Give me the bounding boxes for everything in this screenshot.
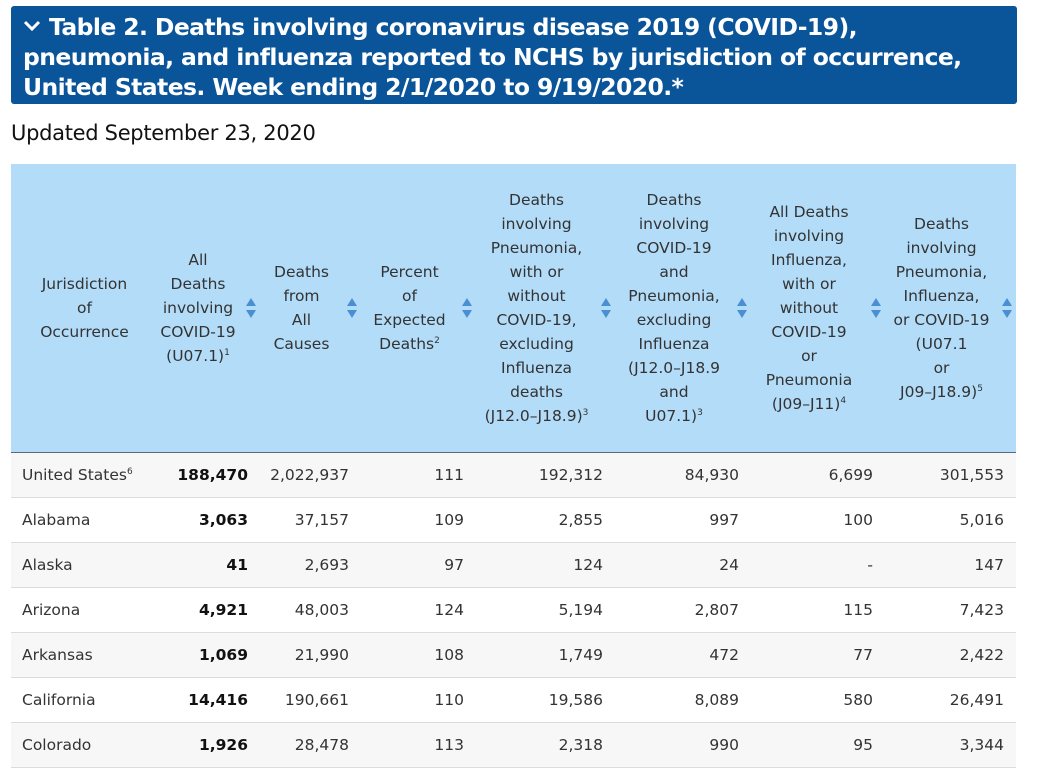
table-cell: 2,318: [558, 735, 603, 754]
table-cell: 3,344: [959, 735, 1004, 754]
table-cell: 6,699: [828, 465, 873, 484]
sort-icon[interactable]: [736, 297, 748, 319]
sort-icon[interactable]: [1001, 297, 1013, 319]
table-cell: 84,930: [684, 465, 739, 484]
table-cell: 1,069: [198, 645, 248, 664]
table-row: Arkansas 1,069 21,990 108 1,749 472 77 2,422: [11, 632, 1016, 677]
sort-icon[interactable]: [346, 297, 358, 319]
table-row: United States6 188,470 2,022,937 111 192,312…: [11, 452, 1016, 497]
sort-icon[interactable]: [600, 297, 612, 319]
column-header[interactable]: Deaths involving Pneumonia, Influenza, or CO…: [885, 164, 1016, 453]
table-cell: 8,089: [694, 690, 739, 709]
column-header[interactable]: Deaths involving COVID-19 and Pneumonia, exc…: [615, 164, 751, 453]
table-cell: 24: [719, 555, 739, 574]
table-cell: 110: [434, 690, 464, 709]
table-cell: 19,586: [548, 690, 603, 709]
sort-icon[interactable]: [245, 297, 257, 319]
table-cell: 147: [974, 555, 1004, 574]
jurisdiction-cell: Alabama: [22, 510, 91, 529]
jurisdiction-cell: Colorado: [22, 735, 92, 754]
table-cell: 111: [434, 465, 464, 484]
header-row: Jurisdiction of Occurrence All Deaths involvi…: [11, 164, 1016, 453]
jurisdiction-cell: Arkansas: [22, 645, 93, 664]
table-cell: 192,312: [538, 465, 603, 484]
column-header-label: Deaths involving COVID-19 and Pneumonia, exc…: [628, 190, 720, 425]
table-cell: 997: [709, 510, 739, 529]
table-cell: 95: [853, 735, 873, 754]
table-cell: 3,063: [198, 510, 248, 529]
table-cell: 113: [434, 735, 464, 754]
table-cell: 108: [434, 645, 464, 664]
jurisdiction-cell: California: [22, 690, 96, 709]
sort-icon[interactable]: [870, 297, 882, 319]
column-header[interactable]: All Deaths involving COVID-19 (U07.1)1: [154, 164, 260, 453]
table-cell: 1,749: [558, 645, 603, 664]
column-header[interactable]: Jurisdiction of Occurrence: [11, 164, 154, 453]
table-row: Colorado 1,926 28,478 113 2,318 990 95 3,344: [11, 722, 1016, 767]
jurisdiction-cell: Alaska: [22, 555, 73, 574]
jurisdiction-cell: United States6: [22, 465, 133, 484]
column-header-label: Deaths involving Pneumonia, Influenza, or CO…: [893, 214, 990, 401]
table-title-banner[interactable]: Table 2. Deaths involving coronavirus di…: [11, 6, 1017, 104]
table-cell: -: [867, 555, 873, 574]
column-header[interactable]: All Deaths involving Influenza, with or with…: [751, 164, 885, 453]
table-cell: 190,661: [284, 690, 349, 709]
table-cell: 301,553: [939, 465, 1004, 484]
column-header-label: Deaths involving Pneumonia, with or without C…: [484, 190, 589, 425]
table-body: United States6 188,470 2,022,937 111 192,312…: [11, 452, 1016, 767]
table-cell: 124: [434, 600, 464, 619]
table-cell: 48,003: [294, 600, 349, 619]
table-cell: 100: [843, 510, 873, 529]
sort-icon[interactable]: [461, 297, 473, 319]
column-header[interactable]: Deaths involving Pneumonia, with or without C…: [476, 164, 615, 453]
table-cell: 26,491: [949, 690, 1004, 709]
table-cell: 580: [843, 690, 873, 709]
table-cell: 77: [853, 645, 873, 664]
table-cell: 2,693: [304, 555, 349, 574]
table-cell: 37,157: [294, 510, 349, 529]
chevron-down-icon[interactable]: [23, 12, 49, 32]
table-cell: 115: [843, 600, 873, 619]
table-cell: 7,423: [959, 600, 1004, 619]
column-header-label: Percent of Expected Deaths2: [373, 262, 446, 353]
table-cell: 4,921: [198, 600, 248, 619]
table-cell: 2,022,937: [270, 465, 349, 484]
table-cell: 188,470: [177, 465, 248, 484]
column-header-label: Deaths from All Causes: [273, 262, 330, 353]
table-cell: 14,416: [188, 690, 248, 709]
table-row: California 14,416 190,661 110 19,586 8,089 580…: [11, 677, 1016, 722]
table-cell: 2,422: [959, 645, 1004, 664]
table-cell: 2,807: [694, 600, 739, 619]
table-cell: 5,016: [959, 510, 1004, 529]
deaths-table: Jurisdiction of Occurrence All Deaths involvi…: [11, 164, 1016, 768]
table-cell: 21,990: [294, 645, 349, 664]
updated-date: Updated September 23, 2020: [11, 121, 316, 145]
column-header-label: All Deaths involving Influenza, with or with…: [765, 202, 853, 413]
table-cell: 97: [444, 555, 464, 574]
table-cell: 124: [573, 555, 603, 574]
table-row: Arizona 4,921 48,003 124 5,194 2,807 115 7,423: [11, 587, 1016, 632]
table-cell: 5,194: [558, 600, 603, 619]
column-header-label: Jurisdiction of Occurrence: [40, 274, 129, 341]
jurisdiction-cell: Arizona: [22, 600, 81, 619]
table-cell: 28,478: [294, 735, 349, 754]
table-row: Alabama 3,063 37,157 109 2,855 997 100 5,016: [11, 497, 1016, 542]
table-title: Table 2. Deaths involving coronavirus di…: [23, 13, 962, 101]
table-cell: 472: [709, 645, 739, 664]
table-row: Alaska 41 2,693 97 124 24 - 147: [11, 542, 1016, 587]
table-cell: 109: [434, 510, 464, 529]
table-cell: 2,855: [558, 510, 603, 529]
column-header-label: All Deaths involving COVID-19 (U07.1)1: [160, 250, 236, 365]
column-header[interactable]: Percent of Expected Deaths2: [361, 164, 476, 453]
table-cell: 41: [226, 555, 248, 574]
column-header[interactable]: Deaths from All Causes: [260, 164, 361, 453]
table-cell: 990: [709, 735, 739, 754]
table-cell: 1,926: [198, 735, 248, 754]
